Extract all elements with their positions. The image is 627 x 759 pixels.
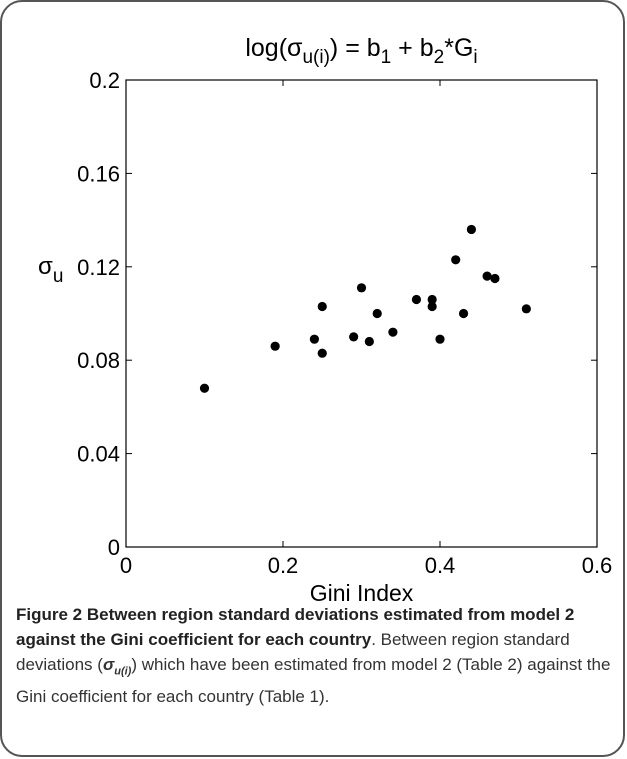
data-point xyxy=(309,334,319,344)
caption-symbol-subscript: u(i) xyxy=(114,665,132,678)
plot-area xyxy=(125,79,598,548)
x-tick-label: 0.2 xyxy=(268,553,299,578)
axis-ticks: 0 0.2 0.4 0.6 0 0.04 0.08 0.12 0.16 0.2 xyxy=(77,68,612,578)
data-point xyxy=(435,334,445,344)
figure-caption: Figure 2 Between region standard deviati… xyxy=(16,602,612,709)
data-point xyxy=(317,348,327,358)
y-tick-label: 0.16 xyxy=(77,161,120,186)
caption-text-after: ) which have been estimated from model 2… xyxy=(16,655,611,707)
data-point xyxy=(317,301,327,312)
caption-label: Figure 2 xyxy=(16,605,83,624)
data-point xyxy=(270,341,280,351)
caption-symbol: σu(i) xyxy=(102,655,132,678)
data-point xyxy=(427,294,437,305)
y-tick-label: 0.12 xyxy=(77,255,120,280)
data-point xyxy=(427,301,437,312)
data-point xyxy=(364,336,374,347)
x-tick-label: 0.6 xyxy=(582,553,613,578)
data-point xyxy=(199,383,210,393)
chart-title: log(σu(i)​) = b1​ + b2​*Gi​ xyxy=(245,34,477,68)
caption-text-before: . Between region standard deviations ( xyxy=(16,630,570,674)
data-point xyxy=(466,224,476,235)
y-tick-label: 0.08 xyxy=(77,348,120,373)
caption-title: Between region standard deviations estim… xyxy=(16,605,575,649)
x-tick-label: 0.4 xyxy=(425,553,456,578)
chart-title-text: log(σu(i)​) = b1​ + b2​*Gi​ xyxy=(245,34,477,68)
data-point xyxy=(372,308,382,319)
data-point xyxy=(388,327,398,337)
data-point xyxy=(521,304,531,314)
scatter-chart: log(σu(i)​) = b1​ + b2​*Gi​ 00.20.40.600… xyxy=(38,34,612,602)
x-axis-label: Gini Index xyxy=(310,580,414,602)
data-point xyxy=(451,255,461,265)
x-tick-label: 0 xyxy=(120,553,132,578)
data-point xyxy=(490,273,500,284)
data-point xyxy=(349,332,359,342)
data-point xyxy=(411,294,422,305)
y-axis-label: σu xyxy=(38,253,63,287)
y-tick-label: 0.2 xyxy=(89,68,120,93)
data-point xyxy=(458,308,469,319)
data-points xyxy=(199,224,531,393)
y-tick-label: 0 xyxy=(108,535,120,560)
y-tick-label: 0.04 xyxy=(77,442,120,467)
data-point xyxy=(482,271,492,281)
data-point xyxy=(356,283,367,293)
